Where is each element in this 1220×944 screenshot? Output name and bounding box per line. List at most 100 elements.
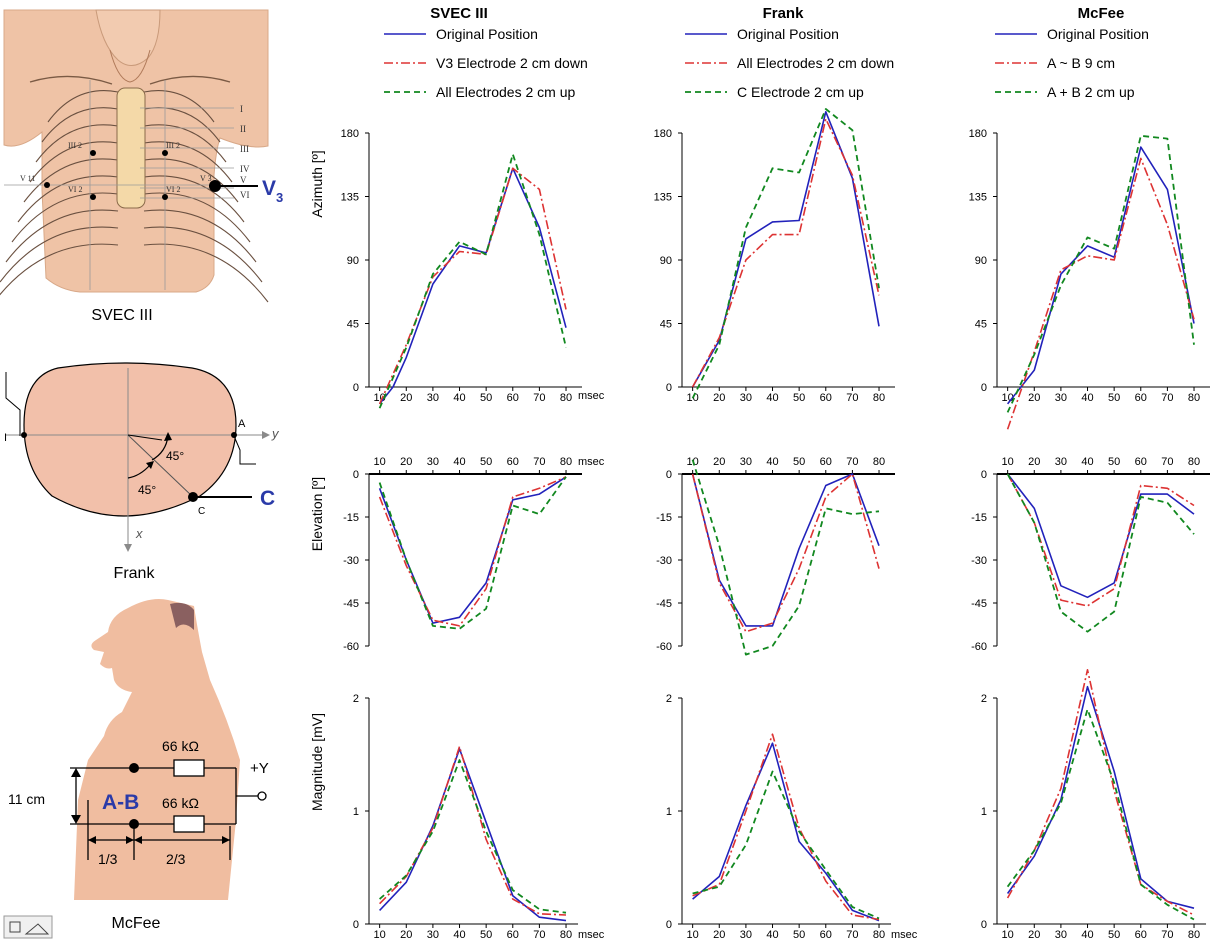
y-tick-label: 180	[654, 128, 672, 140]
chart-elevation-1: 10 20 30 40 50 60 70 800-15-30-45-60	[656, 456, 895, 656]
resistor-top	[173, 759, 205, 777]
x-tick-label: 70	[1161, 929, 1173, 941]
series-line-0	[379, 748, 567, 922]
series-line-0	[378, 167, 567, 405]
rib-right	[143, 175, 245, 223]
x-tick-label: 20	[713, 392, 725, 404]
lead-i-wire	[5, 372, 21, 436]
x-tick-label: 20	[713, 456, 725, 468]
x-tick-label: 30	[740, 392, 752, 404]
y-tick-label: -30	[656, 555, 672, 567]
rib-right	[143, 158, 239, 203]
x-tick-label: 20	[400, 392, 412, 404]
electrode-dot	[90, 194, 96, 200]
x-tick-label: 60	[1135, 392, 1147, 404]
series-line-2	[1006, 708, 1195, 921]
y-tick-label: -45	[343, 598, 359, 610]
neck-shape	[95, 9, 161, 66]
legend-label: Original Position	[1047, 26, 1149, 42]
y-tick-label: -15	[343, 512, 359, 524]
output-terminal	[257, 791, 267, 801]
legend-label: A + B 2 cm up	[1047, 84, 1135, 100]
rib-right	[143, 209, 257, 263]
x-unit-label: msec	[578, 390, 605, 402]
rib-left	[5, 209, 119, 263]
rib-right	[143, 141, 233, 183]
x-tick-label: 40	[766, 929, 778, 941]
frank-y-axis-arrow	[262, 431, 270, 439]
frank-caption: Frank	[114, 565, 156, 582]
series-line-0	[1006, 146, 1195, 405]
x-tick-label: 60	[1135, 929, 1147, 941]
neck-line	[109, 49, 151, 83]
x-tick-label: 10	[1002, 929, 1014, 941]
frac-label-1: 1/3	[98, 851, 118, 867]
x-tick-label: 70	[533, 929, 545, 941]
rib-right	[143, 192, 251, 243]
x-tick-label: 80	[873, 456, 885, 468]
y-tick-label: 180	[969, 128, 987, 140]
x-tick-label: 40	[1081, 929, 1093, 941]
svec-diagram: I II III IV V VI III 2 III 2 VI 2 VI 2 V…	[0, 9, 283, 324]
x-tick-label: 20	[1028, 929, 1040, 941]
y-tick-label: 0	[353, 919, 359, 931]
x-tick-label: 50	[793, 392, 805, 404]
column-title-svec: SVEC III	[430, 5, 488, 22]
svec-caption: SVEC III	[91, 307, 152, 324]
y-tick-label: 0	[981, 382, 987, 394]
x-tick-label: 10	[1002, 456, 1014, 468]
legend-label: Original Position	[436, 26, 538, 42]
y-tick-label: 1	[353, 806, 359, 818]
series-line-2	[1006, 473, 1195, 633]
x-tick-label: 80	[1188, 392, 1200, 404]
y-tick-label: -30	[343, 555, 359, 567]
rib-left	[47, 90, 119, 123]
x-tick-label: 50	[480, 929, 492, 941]
series-line-0	[692, 742, 880, 922]
corner-icon-glyph-2	[24, 923, 50, 935]
x-tick-label: 70	[1161, 456, 1173, 468]
point-label-iii-left: III 2	[68, 141, 82, 150]
frank-angle-arrow-1	[127, 434, 163, 441]
rib-right	[143, 226, 263, 283]
ab-label: A-B	[102, 791, 139, 814]
point-label-iii-right: III 2	[166, 141, 180, 150]
rib-label-4: IV	[240, 164, 250, 174]
frac-arrow-2	[126, 836, 134, 844]
resistor-bottom-label: 66 kΩ	[162, 795, 199, 811]
y-tick-label: 0	[981, 469, 987, 481]
x-tick-label: 40	[1081, 456, 1093, 468]
series-line-1	[692, 733, 880, 921]
y-tick-label: -45	[656, 598, 672, 610]
x-tick-label: 30	[1055, 392, 1067, 404]
legends: Original Position V3 Electrode 2 cm down A…	[384, 26, 1149, 100]
x-tick-label: 30	[427, 456, 439, 468]
series-line-2	[1006, 134, 1195, 413]
series-line-1	[1006, 473, 1195, 607]
x-tick-label: 50	[793, 929, 805, 941]
svec-electrodes	[44, 150, 221, 200]
x-tick-label: 50	[480, 456, 492, 468]
electrode-dot	[162, 194, 168, 200]
x-tick-label: 60	[820, 392, 832, 404]
electrode-a-dot	[231, 432, 237, 438]
x-tick-label: 80	[1188, 929, 1200, 941]
row-label-azimuth: Azimuth [º]	[309, 150, 325, 217]
y-tick-label: 2	[353, 693, 359, 705]
series-line-0	[1006, 473, 1195, 599]
window-corner-icon[interactable]	[3, 915, 53, 939]
chart-magnitude-0: 10 20 30 40 50 60 70 80 msec 0 1 2	[353, 693, 605, 941]
legend-label: C Electrode 2 cm up	[737, 84, 864, 100]
frank-angle-arc-2	[127, 464, 151, 479]
y-tick-label: 0	[666, 382, 672, 394]
x-unit-label: msec	[578, 456, 605, 468]
frank-x-axis-arrow	[124, 544, 132, 552]
frank-label-c: C	[260, 487, 275, 510]
x-tick-label: 30	[427, 929, 439, 941]
rib-right	[143, 243, 269, 303]
x-tick-label: 60	[507, 929, 519, 941]
x-tick-label: 70	[846, 929, 858, 941]
